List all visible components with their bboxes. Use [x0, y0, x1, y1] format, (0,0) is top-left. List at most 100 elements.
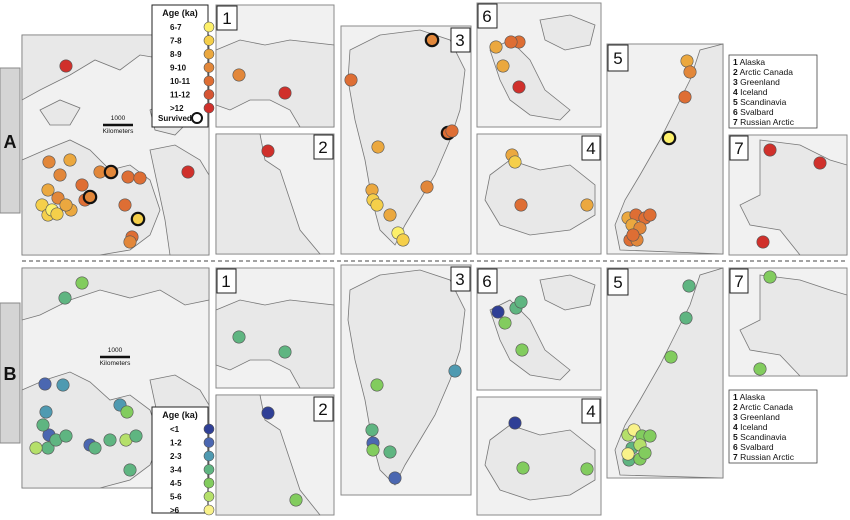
- panel-number: 3: [455, 270, 464, 289]
- age-marker: [29, 441, 43, 455]
- region-entry: 4 Iceland: [733, 87, 768, 97]
- age-marker: [59, 429, 73, 443]
- age-marker: [278, 86, 292, 100]
- age-marker: [496, 59, 510, 73]
- region-number: 2: [733, 67, 738, 77]
- region-entry: 5 Scandinavia: [733, 97, 787, 107]
- legend-b: Age (ka) <1 1-2 2-3 3-4 4-5 5-6 >6: [151, 406, 215, 516]
- survived-age-marker: [661, 130, 677, 146]
- panel-a-scandinavia: 5: [606, 43, 724, 255]
- age-marker: [50, 207, 64, 221]
- region-name: Alaska: [738, 57, 766, 67]
- legend-swatch: [203, 102, 215, 114]
- region-name: Scandinavia: [738, 97, 787, 107]
- region-name: Greenland: [738, 412, 780, 422]
- age-marker: [36, 418, 50, 432]
- age-marker: [103, 433, 117, 447]
- panel-b-iceland: 4: [476, 396, 602, 516]
- age-marker: [514, 198, 528, 212]
- scale-unit: Kilometers: [100, 360, 131, 367]
- panel-b-scandinavia: 5: [606, 267, 724, 479]
- panel-number: 6: [482, 7, 491, 26]
- age-marker: [129, 429, 143, 443]
- region-name: Arctic Canada: [738, 67, 794, 77]
- legend-swatch: [203, 35, 215, 46]
- age-marker: [643, 429, 657, 443]
- age-marker: [489, 40, 503, 54]
- scale-value: 1000: [108, 347, 123, 354]
- panel-number: 7: [734, 139, 743, 158]
- region-number: 1: [733, 57, 738, 67]
- panel-number-box: [216, 5, 238, 31]
- age-marker: [75, 178, 89, 192]
- legend-age-label: <1: [170, 425, 180, 434]
- legend-age-label: 10-11: [170, 77, 191, 86]
- region-number: 6: [733, 442, 738, 452]
- legend-age-label: 6-7: [170, 23, 182, 32]
- age-marker: [120, 405, 134, 419]
- region-entry: 2 Arctic Canada: [733, 402, 793, 412]
- age-marker: [370, 198, 384, 212]
- age-marker: [232, 68, 246, 82]
- region-name: Russian Arctic: [738, 452, 795, 462]
- legend-age-label: 8-9: [170, 50, 182, 59]
- region-name: Svalbard: [738, 107, 774, 117]
- age-marker: [38, 377, 52, 391]
- panel-number: 2: [318, 400, 327, 419]
- panel-a-iceland: 4: [476, 133, 602, 255]
- age-marker: [370, 378, 384, 392]
- age-marker: [42, 155, 56, 169]
- age-marker: [763, 143, 777, 157]
- region-number: 2: [733, 402, 738, 412]
- panel-number: 7: [734, 272, 743, 291]
- legend-age-label: 11-12: [170, 91, 191, 100]
- age-marker: [123, 463, 137, 477]
- age-marker: [512, 80, 526, 94]
- legend-swatch: [203, 437, 215, 448]
- legend-a-title: Age (ka): [162, 8, 198, 18]
- panel-number: 1: [221, 272, 230, 291]
- region-number: 6: [733, 107, 738, 117]
- region-number: 4: [733, 87, 738, 97]
- legend-swatch: [203, 48, 215, 60]
- legend-age-label: 1-2: [170, 439, 182, 448]
- region-name: Russian Arctic: [738, 117, 795, 127]
- age-marker: [344, 73, 358, 87]
- region-number: 5: [733, 97, 738, 107]
- age-marker: [118, 198, 132, 212]
- row-tab-b: B: [0, 302, 21, 444]
- age-marker: [626, 228, 640, 242]
- panel-b-russian-arctic: 7: [728, 267, 848, 377]
- legend-age-label: 3-4: [170, 466, 182, 475]
- region-name: Alaska: [738, 392, 766, 402]
- panel-a-svalbard: 6: [476, 2, 602, 128]
- age-marker: [515, 343, 529, 357]
- region-name: Arctic Canada: [738, 402, 794, 412]
- age-marker: [516, 461, 530, 475]
- panel-b-alaska: 1: [215, 267, 335, 389]
- age-marker: [63, 153, 77, 167]
- age-marker: [753, 362, 767, 376]
- region-name: Scandinavia: [738, 432, 787, 442]
- age-marker: [420, 180, 434, 194]
- panel-number: 4: [586, 402, 595, 421]
- panel-a-greenland: 3: [340, 25, 472, 255]
- age-marker: [365, 423, 379, 437]
- age-marker: [491, 305, 505, 319]
- region-name: Iceland: [738, 87, 768, 97]
- age-marker: [133, 171, 147, 185]
- age-marker: [813, 156, 827, 170]
- survived-age-marker: [424, 32, 440, 48]
- age-marker: [396, 233, 410, 247]
- region-entry: 1 Alaska: [733, 392, 765, 402]
- age-marker: [121, 170, 135, 184]
- age-marker: [621, 447, 635, 461]
- age-marker: [580, 198, 594, 212]
- age-marker: [678, 90, 692, 104]
- age-marker: [643, 208, 657, 222]
- region-entry: 6 Svalbard: [733, 442, 774, 452]
- region-entry: 7 Russian Arctic: [733, 117, 795, 127]
- panel-a-alaska: 1: [215, 4, 335, 128]
- legend-swatch: [203, 89, 215, 100]
